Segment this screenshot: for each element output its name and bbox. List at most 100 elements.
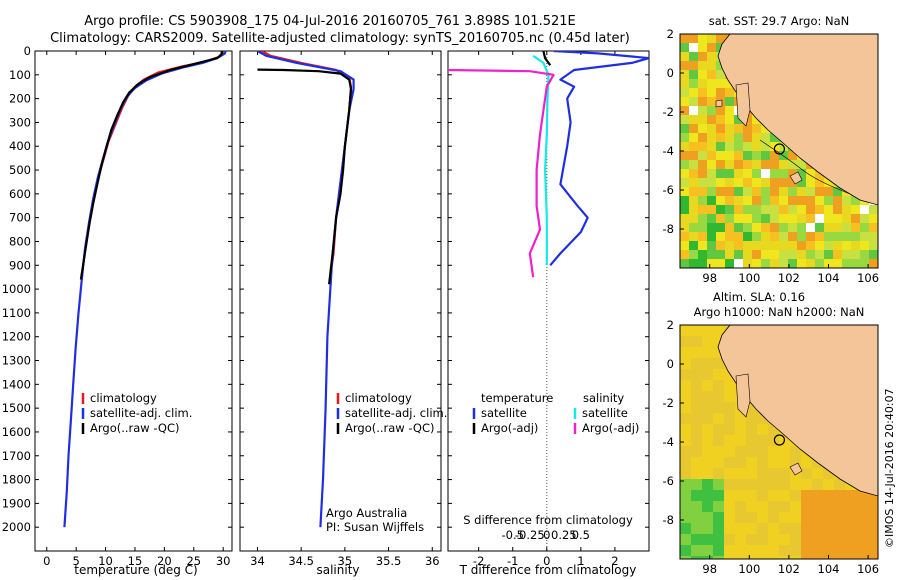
heatmap-cell xyxy=(801,468,812,479)
heatmap-cell xyxy=(725,133,734,142)
heatmap-cell xyxy=(833,241,842,250)
heatmap-cell xyxy=(851,232,860,241)
y-tick-label: 1200 xyxy=(2,330,31,344)
y-tick-label: 1500 xyxy=(2,401,31,415)
heatmap-cell xyxy=(770,214,779,223)
heatmap-cell xyxy=(702,358,713,369)
heatmap-cell xyxy=(797,232,806,241)
legend-s-satellite: satellite xyxy=(582,406,628,420)
heatmap-cell xyxy=(680,214,689,223)
heatmap-cell xyxy=(788,169,797,178)
heatmap-cell xyxy=(680,490,691,501)
x2-tick-label: -0.25 xyxy=(515,528,545,542)
heatmap-cell xyxy=(869,214,878,223)
difference-legend: temperature salinity satellite Argo(-adj… xyxy=(472,391,639,435)
heatmap-cell xyxy=(812,545,823,556)
heatmap-cell xyxy=(713,380,724,391)
heatmap-cell xyxy=(698,97,707,106)
heatmap-cell xyxy=(680,468,691,479)
heatmap-cell xyxy=(779,490,790,501)
heatmap-cell xyxy=(724,523,735,534)
heatmap-cell xyxy=(698,151,707,160)
salinity-legend: climatology satellite-adj. clim. Argo(..… xyxy=(336,391,447,435)
title-line1: Argo profile: CS 5903908_175 04-Jul-2016… xyxy=(84,14,575,29)
heatmap-cell xyxy=(812,479,823,490)
sla-map-title-line2: Argo h1000: NaN h2000: NaN xyxy=(694,305,865,319)
heatmap-cell xyxy=(702,479,713,490)
x-tick-label: 102 xyxy=(778,271,800,285)
heatmap-cell xyxy=(746,424,757,435)
heatmap-cell xyxy=(707,142,716,151)
heatmap-cell xyxy=(680,479,691,490)
heatmap-cell xyxy=(770,241,779,250)
heatmap-cell xyxy=(680,556,691,559)
heatmap-cell xyxy=(707,232,716,241)
heatmap-cell xyxy=(746,402,757,413)
heatmap-cell xyxy=(779,169,788,178)
heatmap-cell xyxy=(713,512,724,523)
heatmap-cell xyxy=(842,214,851,223)
heatmap-cell xyxy=(806,232,815,241)
heatmap-cell xyxy=(689,205,698,214)
heatmap-cell xyxy=(725,97,734,106)
heatmap-cell xyxy=(680,106,689,115)
heatmap-cell xyxy=(860,241,869,250)
heatmap-cell xyxy=(680,196,689,205)
heatmap-cell xyxy=(806,259,815,268)
heatmap-cell xyxy=(770,151,779,160)
heatmap-cell xyxy=(725,169,734,178)
heatmap-cell xyxy=(716,205,725,214)
heatmap-cell xyxy=(752,214,761,223)
heatmap-cell xyxy=(702,457,713,468)
heatmap-cell xyxy=(689,34,698,43)
heatmap-cell xyxy=(707,241,716,250)
salinity-panel: 34 34.5 35 35.5 36 salinity climatology sate… xyxy=(239,50,447,577)
heatmap-cell xyxy=(815,259,824,268)
heatmap-cell xyxy=(752,160,761,169)
heatmap-cell xyxy=(734,142,743,151)
heatmap-cell xyxy=(845,490,856,501)
heatmap-cell xyxy=(833,214,842,223)
heatmap-cell xyxy=(834,534,845,545)
heatmap-cell xyxy=(689,70,698,79)
heatmap-cell xyxy=(824,259,833,268)
heatmap-cell xyxy=(790,512,801,523)
heatmap-cell xyxy=(761,187,770,196)
heatmap-cell xyxy=(689,97,698,106)
y-tick-label: 1100 xyxy=(2,306,31,320)
heatmap-cell xyxy=(834,490,845,501)
heatmap-cell xyxy=(757,545,768,556)
heatmap-cell xyxy=(768,490,779,501)
heatmap-cell xyxy=(867,523,878,534)
heatmap-cell xyxy=(724,534,735,545)
heatmap-cell xyxy=(734,187,743,196)
heatmap-cell xyxy=(806,205,815,214)
heatmap-cell xyxy=(860,205,869,214)
heatmap-cell xyxy=(691,424,702,435)
heatmap-cell xyxy=(680,336,691,347)
heatmap-cell xyxy=(815,196,824,205)
heatmap-cell xyxy=(735,479,746,490)
heatmap-cell xyxy=(812,501,823,512)
heatmap-cell xyxy=(707,34,716,43)
heatmap-cell xyxy=(680,187,689,196)
x-tick-label: 36 xyxy=(425,554,440,568)
x-tick-label: 34.5 xyxy=(288,554,314,568)
heatmap-cell xyxy=(834,556,845,559)
heatmap-cell xyxy=(702,369,713,380)
heatmap-cell xyxy=(757,424,768,435)
heatmap-cell xyxy=(801,512,812,523)
heatmap-cell xyxy=(851,241,860,250)
heatmap-cell xyxy=(680,325,691,336)
heatmap-cell xyxy=(716,61,725,70)
heatmap-cell xyxy=(724,490,735,501)
heatmap-cell xyxy=(806,196,815,205)
heatmap-cell xyxy=(768,501,779,512)
heatmap-cell xyxy=(824,241,833,250)
heatmap-cell xyxy=(743,151,752,160)
heatmap-cell xyxy=(713,457,724,468)
heatmap-cell xyxy=(833,232,842,241)
heatmap-cell xyxy=(689,133,698,142)
heatmap-cell xyxy=(823,501,834,512)
heatmap-cell xyxy=(698,196,707,205)
